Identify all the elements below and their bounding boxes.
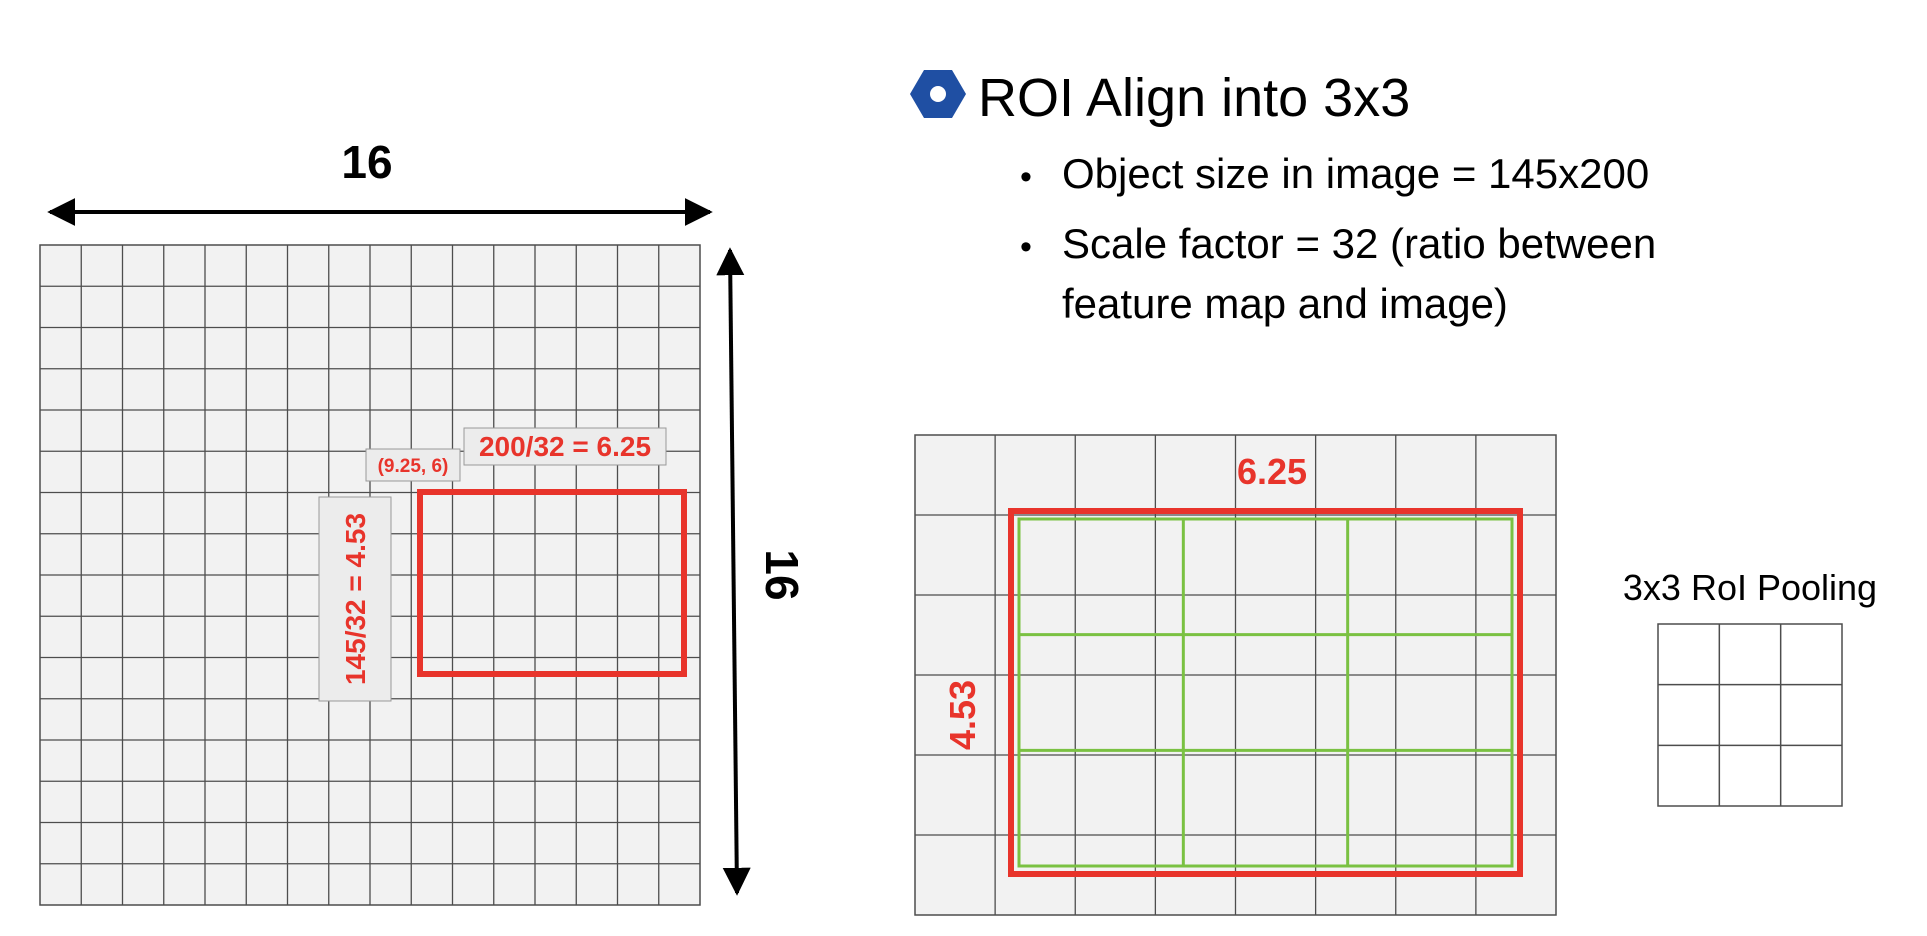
roi-width-label: 200/32 = 6.25	[479, 431, 651, 462]
bullet-dot: •	[1020, 228, 1032, 266]
pooling-title: 3x3 RoI Pooling	[1623, 567, 1877, 608]
pooling-output-grid-lines	[1658, 624, 1842, 806]
roi-align-bin-frame	[1017, 517, 1514, 868]
roi-origin-label: (9.25, 6)	[378, 456, 449, 477]
roi-width-box	[463, 427, 667, 466]
roi-zoom-box	[1008, 508, 1523, 877]
pooling-output-frame	[1657, 623, 1843, 807]
bullet-object-size: Object size in image = 145x200	[1062, 150, 1649, 197]
roi-origin-callout: (9.25, 6)	[365, 448, 461, 482]
feature-map	[39, 244, 701, 906]
roi-zoom-width-label: 6.25	[1237, 451, 1307, 492]
slide-text: ROI Align into 3x3 • Object size in imag…	[910, 68, 1656, 327]
width-label: 16	[341, 136, 392, 188]
height-label: 16	[756, 549, 808, 600]
bullet-scale-factor-continued: feature map and image)	[1062, 280, 1508, 327]
roi-width-callout: 200/32 = 6.25	[463, 427, 667, 466]
roi-origin-box	[365, 448, 461, 482]
roi-zoom-height-label: 4.53	[942, 680, 983, 750]
roi-height-callout: 145/32 = 4.53	[318, 496, 392, 702]
roi-zoom-grid	[914, 434, 1557, 916]
hexagon-bullet-dot	[930, 86, 946, 102]
height-arrow	[716, 247, 751, 896]
roi-box	[417, 489, 687, 677]
bullet-dot: •	[1020, 158, 1032, 196]
roi-height-box	[318, 496, 392, 702]
roi-height-label: 145/32 = 4.53	[340, 513, 371, 685]
roi-zoom-grid-lines	[915, 435, 1556, 915]
pooling-output-grid	[1657, 623, 1843, 807]
slide-heading: ROI Align into 3x3	[978, 68, 1410, 128]
bullet-scale-factor: Scale factor = 32 (ratio between	[1062, 220, 1656, 267]
roi-align-bins	[1017, 517, 1514, 868]
